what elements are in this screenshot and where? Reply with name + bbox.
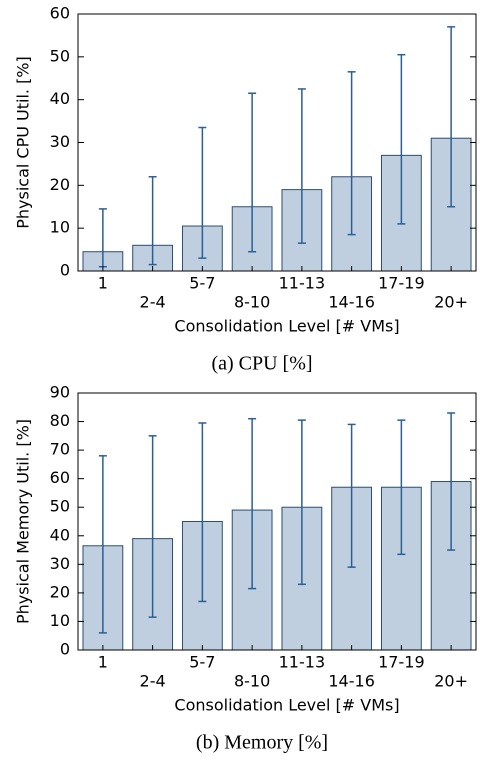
- x-tick-label: 2-4: [140, 293, 166, 312]
- error-bar: [198, 422, 207, 603]
- x-tick-label: 11-13: [279, 274, 326, 293]
- error-bar: [98, 455, 107, 634]
- y-tick-label: 80: [50, 411, 70, 430]
- y-tick-label: 70: [50, 440, 70, 459]
- error-bar: [447, 412, 456, 551]
- y-tick-label: 30: [50, 132, 70, 151]
- y-tick-label: 50: [50, 497, 70, 516]
- x-tick-label: 20+: [434, 672, 468, 691]
- error-bar: [297, 419, 306, 586]
- error-bar: [397, 53, 406, 225]
- y-tick-label: 0: [60, 261, 70, 280]
- error-bar: [347, 423, 356, 568]
- x-axis-label: Consolidation Level [# VMs]: [174, 696, 399, 715]
- error-bar: [248, 417, 257, 590]
- y-tick-label: 40: [50, 525, 70, 544]
- error-bar: [397, 419, 406, 556]
- plot-frame: [77, 392, 477, 651]
- y-axis-label: Physical Memory Util. [%]: [14, 419, 33, 624]
- x-tick-label: 17-19: [378, 653, 425, 672]
- y-axis-label: Physical CPU Util. [%]: [14, 56, 33, 229]
- error-bar: [198, 126, 207, 259]
- x-tick-label: 5-7: [189, 653, 215, 672]
- x-tick-label: 14-16: [328, 293, 375, 312]
- y-tick-label: 20: [50, 175, 70, 194]
- x-tick-label: 2-4: [140, 672, 166, 691]
- y-tick-label: 20: [50, 582, 70, 601]
- y-tick-label: 40: [50, 89, 70, 108]
- y-tick-label: 0: [60, 640, 70, 659]
- plot-frame: [77, 13, 477, 272]
- y-tick-label: 90: [50, 383, 70, 402]
- x-tick-label: 17-19: [378, 274, 425, 293]
- x-tick-label: 8-10: [234, 672, 270, 691]
- y-tick-label: 30: [50, 554, 70, 573]
- error-bar: [347, 71, 356, 236]
- error-bar: [297, 88, 306, 244]
- y-tick-label: 10: [50, 611, 70, 630]
- x-tick-label: 14-16: [328, 672, 375, 691]
- x-tick-label: 8-10: [234, 293, 270, 312]
- x-tick-label: 5-7: [189, 274, 215, 293]
- y-tick-label: 50: [50, 46, 70, 65]
- x-tick-label: 20+: [434, 293, 468, 312]
- y-tick-label: 10: [50, 218, 70, 237]
- x-tick-label: 11-13: [279, 653, 326, 672]
- y-tick-label: 60: [50, 468, 70, 487]
- x-tick-label: 1: [98, 653, 108, 672]
- x-tick-label: 1: [98, 274, 108, 293]
- caption: (a) CPU [%]: [211, 353, 312, 375]
- error-bar: [447, 26, 456, 208]
- y-tick-label: 60: [50, 4, 70, 23]
- error-bar: [248, 92, 257, 253]
- caption: (b) Memory [%]: [196, 732, 328, 754]
- error-bar: [148, 176, 157, 266]
- error-bar: [148, 435, 157, 618]
- x-axis-label: Consolidation Level [# VMs]: [174, 317, 399, 336]
